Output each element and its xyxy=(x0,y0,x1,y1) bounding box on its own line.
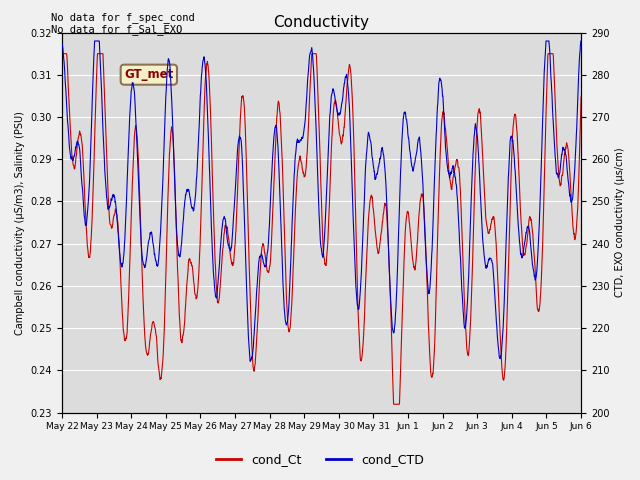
cond_CTD xyxy=(563,158,570,164)
cond_Ct xyxy=(297,158,305,164)
Text: GT_met: GT_met xyxy=(124,68,173,81)
cond_CTD xyxy=(297,137,305,143)
cond_Ct xyxy=(563,140,570,145)
cond_Ct xyxy=(390,401,397,407)
cond_Ct xyxy=(467,301,475,307)
cond_CTD xyxy=(58,42,66,48)
Text: No data for f_spec_cond
No data for f_Sal_EXO: No data for f_spec_cond No data for f_Sa… xyxy=(51,12,195,36)
cond_CTD xyxy=(577,38,585,44)
cond_Ct xyxy=(85,254,93,260)
cond_CTD xyxy=(467,196,475,202)
cond_Ct xyxy=(563,143,570,148)
cond_Ct xyxy=(59,51,67,57)
Line: cond_CTD: cond_CTD xyxy=(62,41,581,361)
cond_CTD xyxy=(84,198,92,204)
Y-axis label: Campbell conductivity (μS/m3), Salinity (PSU): Campbell conductivity (μS/m3), Salinity … xyxy=(15,111,25,335)
cond_CTD xyxy=(563,155,570,161)
Line: cond_Ct: cond_Ct xyxy=(62,54,581,404)
cond_CTD xyxy=(246,359,254,364)
cond_Ct xyxy=(311,51,319,57)
Title: Conductivity: Conductivity xyxy=(273,15,369,30)
cond_CTD xyxy=(311,96,319,101)
Legend: cond_Ct, cond_CTD: cond_Ct, cond_CTD xyxy=(211,448,429,471)
cond_Ct xyxy=(577,94,585,100)
cond_Ct xyxy=(58,73,66,79)
cond_CTD xyxy=(91,38,99,44)
Y-axis label: CTD, EXO conductivity (μs/cm): CTD, EXO conductivity (μs/cm) xyxy=(615,148,625,298)
